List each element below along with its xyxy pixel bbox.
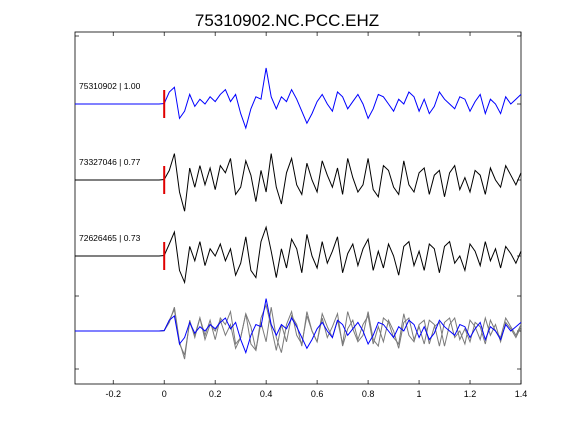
trace-label: 73327046 | 0.77 [79, 157, 141, 167]
plot-frame [74, 31, 522, 385]
chart-title: 75310902.NC.PCC.EHZ [195, 11, 379, 30]
overlay-group [75, 298, 522, 360]
overlay-trace [75, 307, 522, 360]
trace-label: 72626465 | 0.73 [79, 233, 141, 243]
x-tick-label: 1 [417, 389, 422, 399]
trace-line [75, 225, 522, 285]
x-tick-label: 0.8 [362, 389, 375, 399]
x-tick-label: 0.6 [311, 389, 324, 399]
x-tick-label: 0.4 [260, 389, 273, 399]
trace-group: 75310902 | 1.00 73327046 | 0.77 72626465 |… [75, 67, 522, 285]
axis-ticks [75, 32, 522, 384]
x-tick-label: 1.4 [515, 389, 528, 399]
trace-label: 75310902 | 1.00 [79, 81, 141, 91]
trace-line [75, 67, 522, 130]
x-tick-label: -0.2 [105, 389, 121, 399]
x-tick-label: 0.2 [209, 389, 222, 399]
x-tick-label: 0 [162, 389, 167, 399]
trace-line [75, 153, 522, 212]
x-tick-labels: -0.2 0 0.2 0.4 0.6 0.8 1 1.2 1.4 [105, 389, 527, 399]
x-tick-label: 1.2 [464, 389, 477, 399]
overlay-trace [75, 298, 522, 355]
